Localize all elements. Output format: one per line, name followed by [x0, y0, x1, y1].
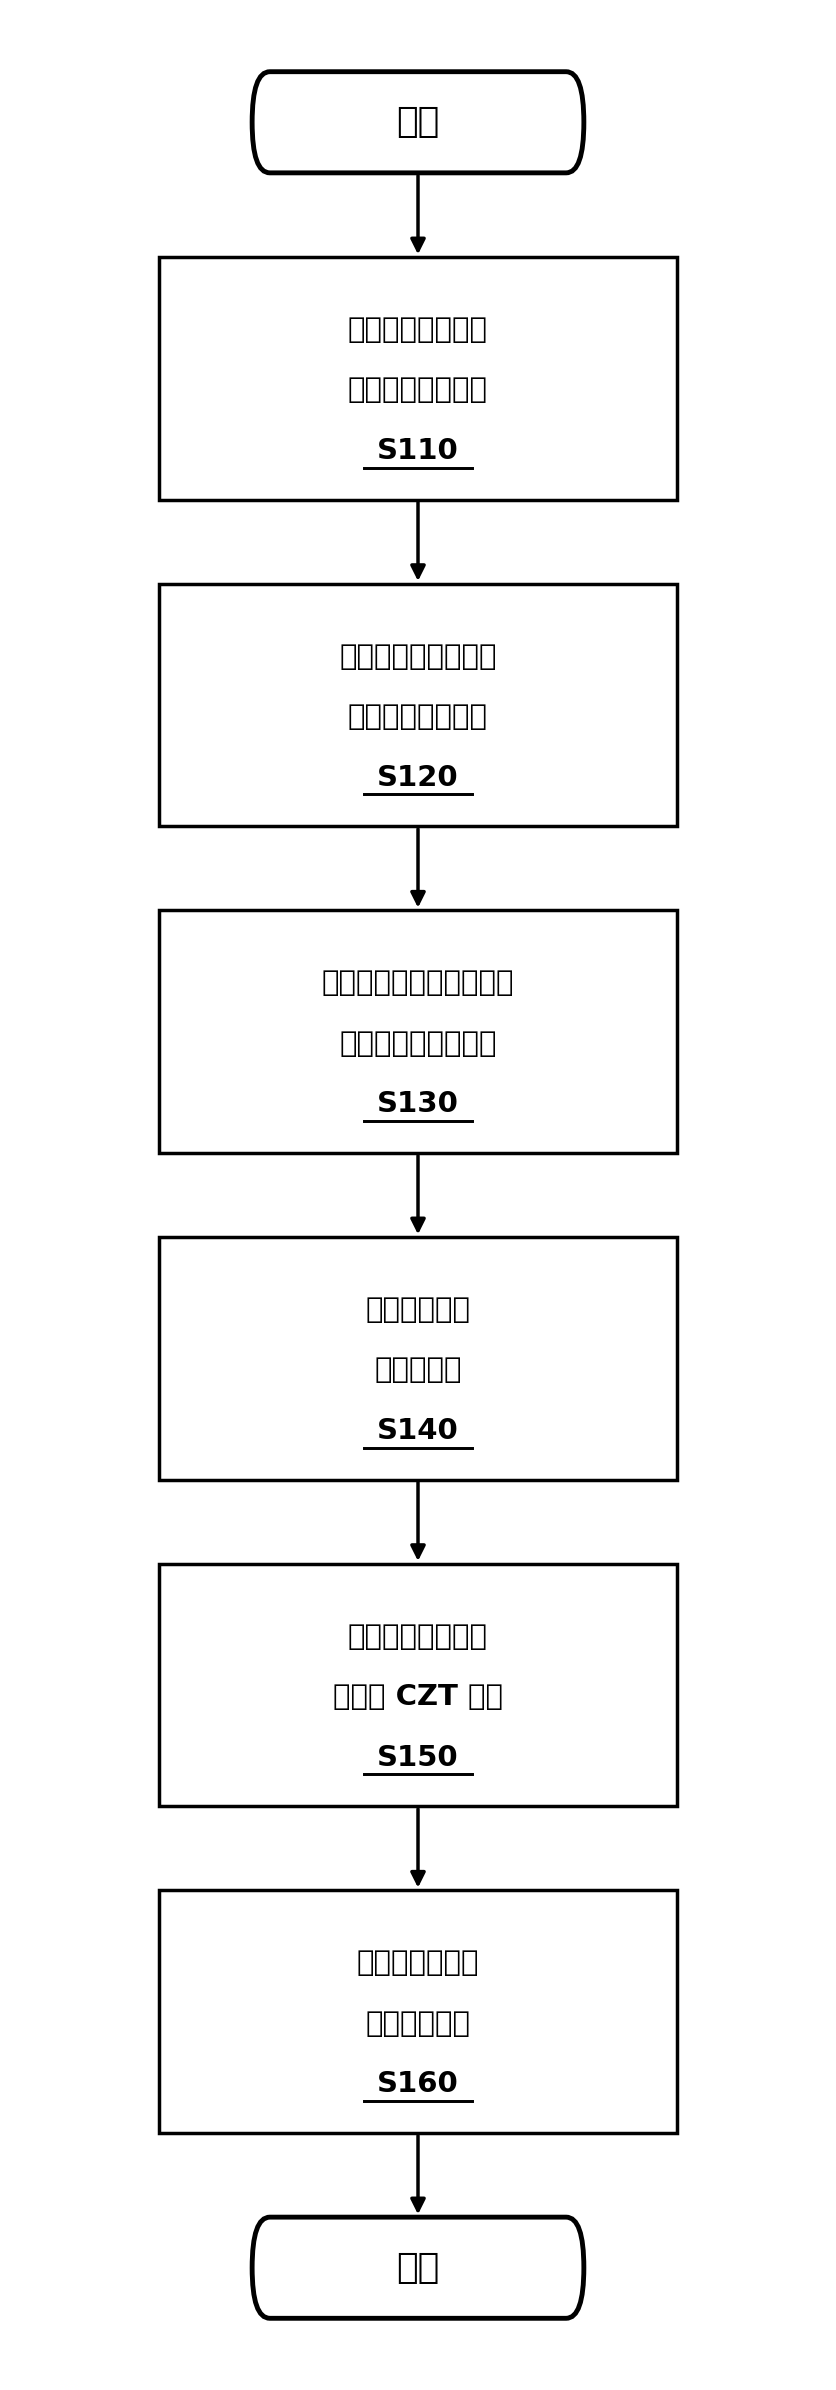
FancyBboxPatch shape	[252, 72, 584, 172]
Text: 的总信号频谱: 的总信号频谱	[365, 2010, 471, 2039]
Text: 重构非平稳信号: 重构非平稳信号	[357, 1950, 479, 1977]
FancyBboxPatch shape	[159, 258, 677, 500]
FancyBboxPatch shape	[159, 1890, 677, 2132]
Text: 以获取多组滤波数据: 以获取多组滤波数据	[339, 1030, 497, 1059]
Text: 采样非平稳信号以: 采样非平稳信号以	[348, 315, 488, 344]
Text: 数据的总和: 数据的总和	[375, 1358, 461, 1384]
Text: S130: S130	[377, 1090, 459, 1119]
Text: S150: S150	[377, 1745, 459, 1771]
Text: 滤波初始和多组缓存数据: 滤波初始和多组缓存数据	[322, 970, 514, 997]
FancyBboxPatch shape	[159, 583, 677, 827]
Text: 确定多组滤波: 确定多组滤波	[365, 1295, 471, 1324]
Text: S140: S140	[377, 1417, 459, 1446]
Text: 获取一组初始数据: 获取一组初始数据	[348, 378, 488, 404]
Text: 和实施 CZT 算法: 和实施 CZT 算法	[333, 1683, 503, 1711]
Text: S110: S110	[377, 437, 459, 466]
Text: 结束: 结束	[396, 2251, 440, 2285]
Text: S120: S120	[377, 765, 459, 791]
FancyBboxPatch shape	[159, 1563, 677, 1807]
Text: 缓存该组初始数据以: 缓存该组初始数据以	[339, 643, 497, 672]
FancyBboxPatch shape	[159, 1238, 677, 1479]
Text: 开始: 开始	[396, 105, 440, 139]
Text: 对多组滤波数据总: 对多组滤波数据总	[348, 1623, 488, 1651]
FancyBboxPatch shape	[252, 2218, 584, 2318]
Text: 获取多组缓存数据: 获取多组缓存数据	[348, 703, 488, 731]
FancyBboxPatch shape	[159, 911, 677, 1152]
Text: S160: S160	[377, 2070, 459, 2098]
